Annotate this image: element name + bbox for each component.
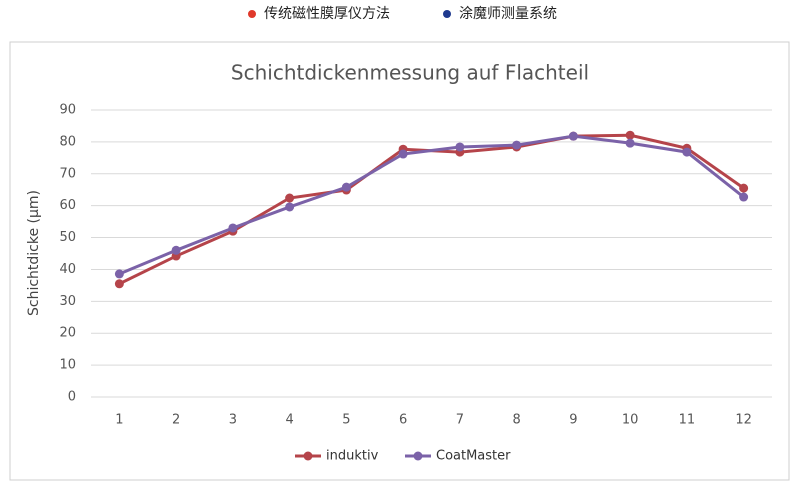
data-point <box>512 140 522 150</box>
data-point <box>228 223 238 233</box>
x-tick-label: 7 <box>456 413 464 428</box>
legend-marker <box>413 451 423 461</box>
x-tick-label: 4 <box>285 413 293 428</box>
y-tick-label: 40 <box>59 262 76 277</box>
data-point <box>455 142 465 152</box>
y-axis-label: Schichtdicke (µm) <box>26 190 42 316</box>
header-legend-label: 涂魔师测量系统 <box>459 6 557 22</box>
y-tick-label: 0 <box>68 390 76 405</box>
series-line <box>118 134 745 276</box>
x-tick-label: 12 <box>735 413 752 428</box>
x-tick-label: 5 <box>342 413 350 428</box>
data-point <box>285 193 295 203</box>
y-tick-label: 60 <box>59 198 76 213</box>
data-point <box>341 182 351 192</box>
data-point <box>739 192 749 202</box>
y-tick-label: 80 <box>59 134 76 149</box>
x-tick-label: 8 <box>512 413 520 428</box>
legend-label: CoatMaster <box>436 449 511 464</box>
data-point <box>625 130 635 140</box>
data-point <box>114 269 124 279</box>
header-legend-label: 传统磁性膜厚仪方法 <box>264 6 390 22</box>
x-tick-label: 6 <box>399 413 407 428</box>
x-tick-label: 9 <box>569 413 577 428</box>
x-tick-label: 10 <box>622 413 639 428</box>
y-tick-label: 10 <box>59 358 76 373</box>
y-tick-label: 20 <box>59 326 76 341</box>
x-tick-label: 2 <box>172 413 180 428</box>
x-tick-label: 1 <box>115 413 123 428</box>
y-tick-label: 50 <box>59 230 76 245</box>
y-tick-label: 70 <box>59 166 76 181</box>
header-legend-dot <box>248 10 256 18</box>
data-point <box>682 147 692 157</box>
chart-title: Schichtdickenmessung auf Flachteil <box>231 61 589 85</box>
data-point <box>739 183 749 193</box>
y-tick-label: 90 <box>59 103 76 118</box>
data-point <box>285 202 295 212</box>
data-point <box>171 245 181 255</box>
data-point <box>625 138 635 148</box>
data-point <box>114 279 124 289</box>
header-legend-dot <box>443 10 451 18</box>
x-tick-label: 11 <box>679 413 696 428</box>
legend-marker <box>303 451 313 461</box>
chart-frame <box>9 41 790 481</box>
x-tick-label: 3 <box>229 413 237 428</box>
data-point <box>568 131 578 141</box>
y-tick-label: 30 <box>59 294 76 309</box>
legend-label: induktiv <box>326 449 379 464</box>
data-point <box>398 149 408 159</box>
